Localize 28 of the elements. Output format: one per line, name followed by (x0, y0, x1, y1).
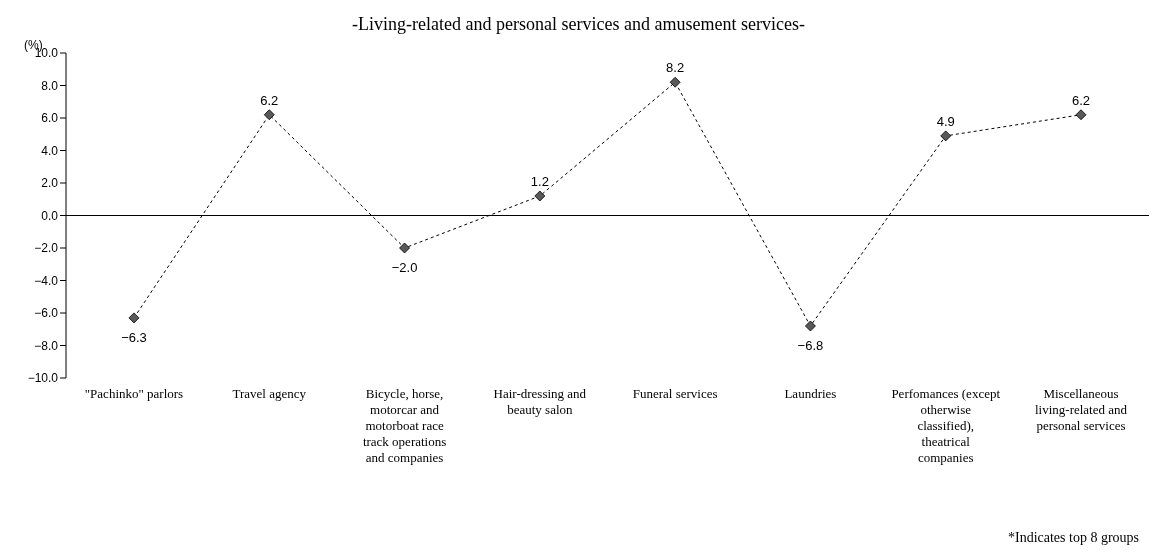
data-label: 6.2 (1071, 92, 1091, 108)
x-tick-label: Funeral services (632, 386, 718, 401)
y-tick-label: −10.0 (27, 371, 59, 386)
data-label: 6.2 (260, 92, 279, 108)
y-tick-label: 6.0 (41, 111, 59, 126)
y-tick-label: 2.0 (41, 176, 59, 191)
x-tick-label: Laundries (784, 386, 837, 401)
data-label: −6.8 (797, 338, 824, 353)
y-tick-label: 4.0 (41, 143, 59, 158)
data-label: −6.3 (121, 329, 147, 345)
x-tick-label: Bicycle, horse, motorcar and motorboat race track operations and companies (362, 386, 447, 465)
x-tick-label: Miscellaneous living-related and personal services (1034, 386, 1128, 433)
y-tick-label: 8.0 (41, 78, 59, 93)
data-label: 1.2 (530, 174, 549, 189)
data-label: −2.0 (391, 260, 418, 275)
x-tick-label: Perfomances (except otherwise classified), theatrical companies (891, 386, 1001, 465)
data-label: 8.2 (666, 60, 685, 76)
y-tick-label: −8.0 (34, 338, 59, 353)
y-tick-label: −6.0 (34, 306, 59, 321)
x-tick-label: Travel agency (232, 386, 307, 401)
x-tick-label: Hair-dressing and beauty salon (493, 386, 587, 417)
y-tick-label: 0.0 (41, 208, 59, 223)
chart-title: -Living-related and personal services and amusement services- (351, 14, 806, 35)
y-tick-label: −2.0 (34, 241, 59, 256)
y-tick-label: −4.0 (34, 273, 59, 288)
text: *Indicates top 8 groups (1007, 530, 1139, 546)
data-label: 4.9 (936, 113, 955, 129)
x-tick-label: "Pachinko" parlors (84, 386, 184, 401)
